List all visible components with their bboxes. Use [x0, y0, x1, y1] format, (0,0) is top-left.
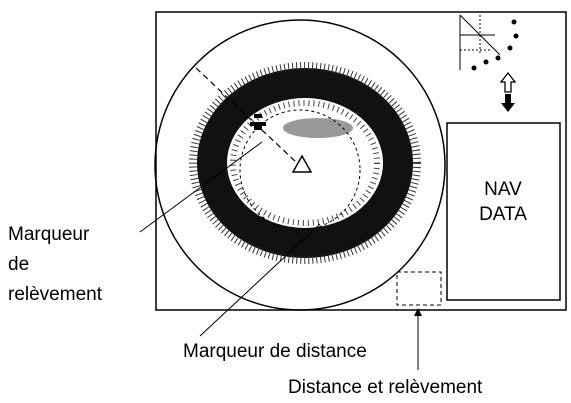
nav-text: NAV: [484, 179, 522, 200]
readout-box: [397, 272, 441, 305]
label: Distance et relèvement: [288, 377, 483, 398]
cross-marker: [250, 114, 266, 130]
label: Marqueur de distance: [183, 341, 367, 362]
diagram: NAV DATA Marqueur de relèvement Marqueur…: [0, 0, 571, 403]
label: Marqueur: [8, 224, 90, 245]
arrows: [501, 73, 515, 112]
icon: [460, 15, 519, 71]
label: de: [8, 254, 29, 275]
label: relèvement: [8, 284, 103, 305]
own-ship: [293, 156, 311, 172]
nav-text: DATA: [479, 204, 527, 225]
